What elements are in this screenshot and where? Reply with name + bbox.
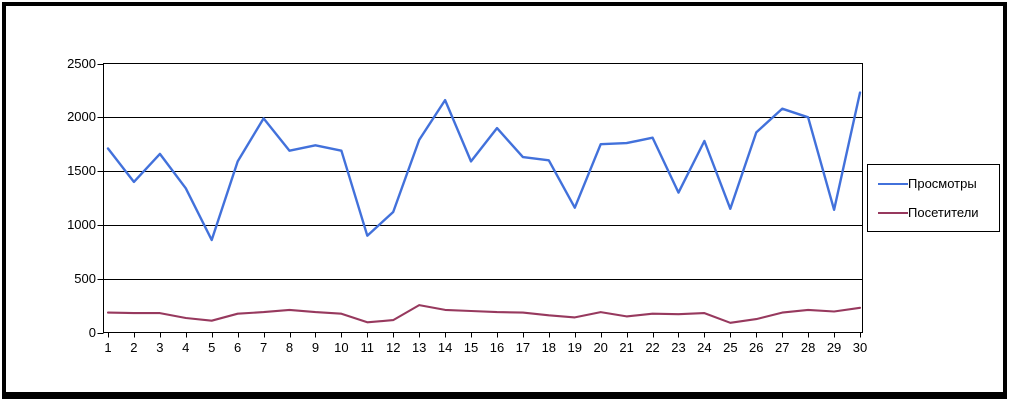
x-axis-label: 5 xyxy=(208,340,216,355)
y-axis-label: 1000 xyxy=(67,216,96,232)
x-axis-label: 16 xyxy=(489,340,505,355)
x-axis-label: 18 xyxy=(541,340,557,355)
x-axis-label: 28 xyxy=(800,340,816,355)
views-line-swatch-icon xyxy=(878,182,908,185)
x-axis-label: 15 xyxy=(463,340,479,355)
x-axis-label: 13 xyxy=(411,340,427,355)
x-axis-label: 27 xyxy=(774,340,790,355)
x-axis-label: 6 xyxy=(234,340,242,355)
x-axis-label: 9 xyxy=(311,340,320,355)
x-axis-label: 4 xyxy=(182,340,190,355)
series-line-0 xyxy=(106,91,862,242)
legend-label-views: Просмотры xyxy=(908,176,977,191)
y-axis-label: 1500 xyxy=(67,163,96,179)
x-axis-label: 19 xyxy=(567,340,582,355)
x-axis-label: 3 xyxy=(156,340,164,355)
visitors-line-swatch-icon xyxy=(878,211,908,214)
x-axis-label: 23 xyxy=(671,340,686,355)
plot-border xyxy=(103,63,863,333)
x-axis-label: 26 xyxy=(749,340,764,355)
x-axis-label: 7 xyxy=(259,340,268,355)
y-axis-label: 500 xyxy=(74,270,96,286)
x-axis-label: 11 xyxy=(360,340,375,355)
x-axis-label: 17 xyxy=(515,340,531,355)
x-axis-label: 2 xyxy=(130,340,138,355)
x-axis-label: 25 xyxy=(723,340,738,355)
x-axis-label: 1 xyxy=(104,340,112,355)
x-axis-label: 8 xyxy=(285,340,294,355)
legend: Просмотры Посетители xyxy=(867,164,1000,232)
x-axis-label: 30 xyxy=(852,340,868,355)
y-axis-label: 2500 xyxy=(67,55,96,71)
x-axis-label: 14 xyxy=(437,340,453,355)
x-axis-label: 20 xyxy=(593,340,608,355)
y-axis-label: 0 xyxy=(88,324,96,340)
x-axis-label: 22 xyxy=(645,340,660,355)
x-axis-label: 24 xyxy=(697,340,712,355)
x-axis-label: 29 xyxy=(826,340,842,355)
series-line-1 xyxy=(106,304,862,324)
legend-item-visitors: Посетители xyxy=(878,205,999,220)
x-axis-label: 10 xyxy=(334,340,349,355)
x-axis-label: 21 xyxy=(619,340,634,355)
y-axis-label: 2000 xyxy=(67,109,96,125)
x-axis-label: 12 xyxy=(386,340,401,355)
legend-label-visitors: Посетители xyxy=(908,205,979,220)
legend-item-views: Просмотры xyxy=(878,176,999,191)
